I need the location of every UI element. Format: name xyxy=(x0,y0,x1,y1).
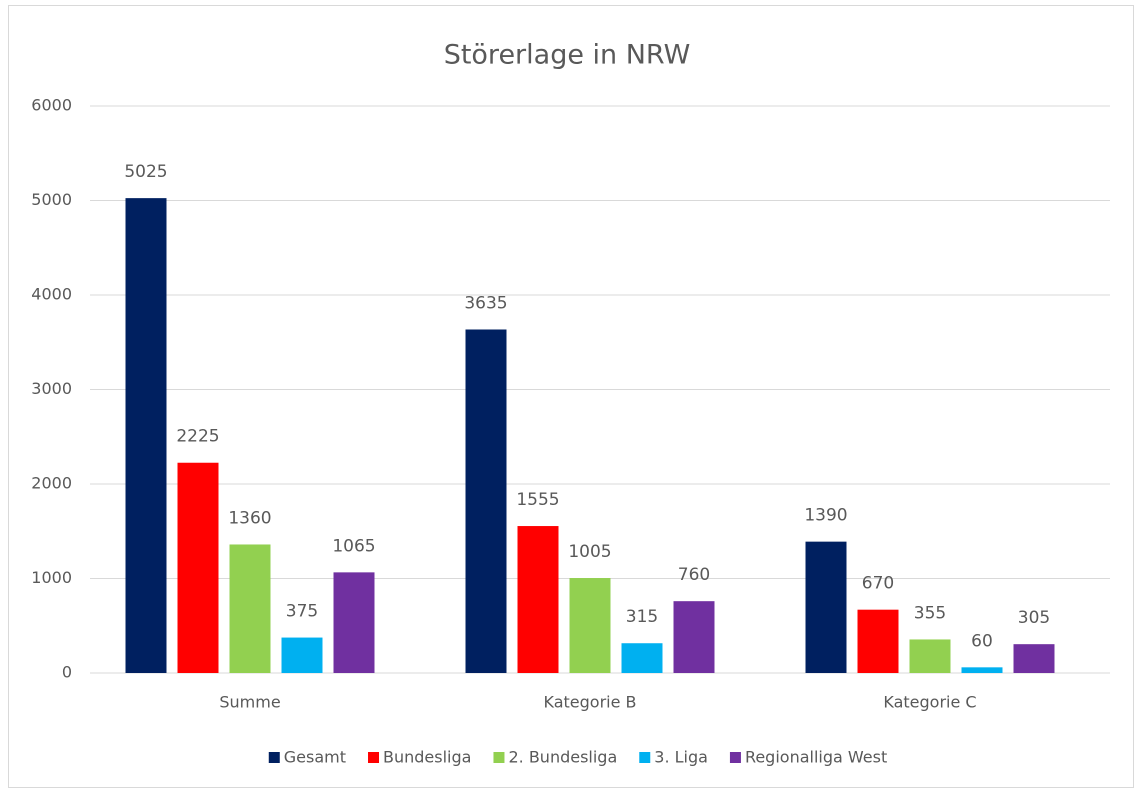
data-label: 375 xyxy=(286,602,318,622)
legend-label: 2. Bundesliga xyxy=(508,748,617,767)
data-label: 315 xyxy=(626,607,658,627)
bar xyxy=(621,643,663,673)
data-label: 1555 xyxy=(516,490,559,510)
y-tick-label: 0 xyxy=(62,663,72,682)
bar xyxy=(961,667,1003,673)
bar xyxy=(333,572,375,673)
data-label: 1360 xyxy=(228,508,271,528)
legend-label: Bundesliga xyxy=(383,748,471,767)
bar xyxy=(125,198,167,673)
legend-swatch xyxy=(639,752,651,763)
data-label: 1005 xyxy=(568,542,611,562)
data-label: 5025 xyxy=(124,162,167,182)
x-tick-label: Kategorie B xyxy=(543,693,636,712)
data-label: 305 xyxy=(1018,608,1050,628)
data-label: 1065 xyxy=(332,536,375,556)
data-label: 760 xyxy=(678,565,710,585)
bar xyxy=(569,578,611,673)
x-tick-label: Summe xyxy=(219,693,280,712)
data-label: 670 xyxy=(862,574,894,594)
bar xyxy=(673,601,715,673)
data-label: 1390 xyxy=(804,506,847,526)
legend-swatch xyxy=(729,752,741,763)
data-label: 2225 xyxy=(176,427,219,447)
bar xyxy=(465,329,507,673)
legend-swatch xyxy=(368,752,380,763)
bar xyxy=(1013,644,1055,673)
y-tick-label: 6000 xyxy=(31,96,72,115)
bar xyxy=(177,462,219,673)
chart-title: Störerlage in NRW xyxy=(444,40,691,71)
bar xyxy=(281,637,323,673)
bar xyxy=(517,526,559,673)
y-tick-label: 1000 xyxy=(31,568,72,587)
legend-label: Gesamt xyxy=(284,748,346,767)
y-tick-label: 4000 xyxy=(31,285,72,304)
bar xyxy=(857,609,899,673)
data-label: 60 xyxy=(971,631,993,651)
bar xyxy=(805,541,847,673)
legend-swatch xyxy=(493,752,505,763)
legend-label: 3. Liga xyxy=(654,748,708,767)
data-label: 3635 xyxy=(464,293,507,313)
y-tick-label: 5000 xyxy=(31,190,72,209)
y-tick-label: 2000 xyxy=(31,474,72,493)
bar xyxy=(909,639,951,673)
legend-swatch xyxy=(268,752,280,763)
legend-label: Regionalliga West xyxy=(745,748,887,767)
bar xyxy=(229,544,271,673)
data-label: 355 xyxy=(914,603,946,623)
x-tick-label: Kategorie C xyxy=(883,693,976,712)
y-tick-label: 3000 xyxy=(31,379,72,398)
